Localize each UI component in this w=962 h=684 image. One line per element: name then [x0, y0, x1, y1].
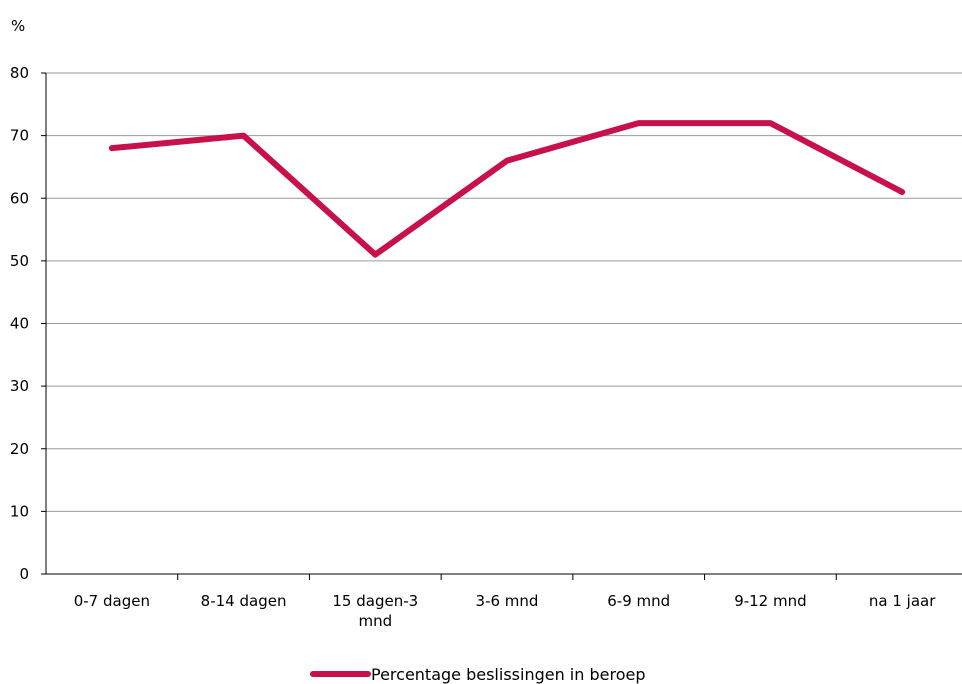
axes [41, 72, 962, 580]
y-axis-unit-label: % [11, 17, 25, 35]
y-tick-label: 40 [10, 315, 29, 333]
y-axis-ticks: 0 10 20 30 40 50 60 70 80 [10, 64, 29, 583]
gridlines [46, 72, 962, 512]
x-tick-label: 9-12 mnd [734, 592, 806, 610]
y-tick-label: 50 [10, 252, 29, 270]
x-tick-label: mnd [358, 612, 392, 630]
x-tick-label: na 1 jaar [869, 592, 936, 610]
series-line [108, 120, 906, 258]
x-tick-label: 3-6 mnd [476, 592, 539, 610]
x-tick-label: 15 dagen-3 [332, 592, 418, 610]
y-tick-label: 10 [10, 502, 29, 520]
series-group [108, 120, 906, 258]
legend-label: Percentage beslissingen in beroep [371, 665, 646, 684]
x-tick-label: 6-9 mnd [607, 592, 670, 610]
y-tick-label: 60 [10, 189, 29, 207]
legend: Percentage beslissingen in beroep [310, 665, 646, 684]
y-tick-label: 80 [10, 64, 29, 82]
x-axis-ticks: 0-7 dagen 8-14 dagen 15 dagen-3 mnd 3-6 mnd 6… [74, 592, 936, 630]
y-tick-label: 0 [19, 565, 29, 583]
y-tick-label: 20 [10, 440, 29, 458]
x-tick-label: 8-14 dagen [201, 592, 287, 610]
x-tick-label: 0-7 dagen [74, 592, 150, 610]
y-tick-label: 70 [10, 127, 29, 145]
y-tick-label: 30 [10, 377, 29, 395]
